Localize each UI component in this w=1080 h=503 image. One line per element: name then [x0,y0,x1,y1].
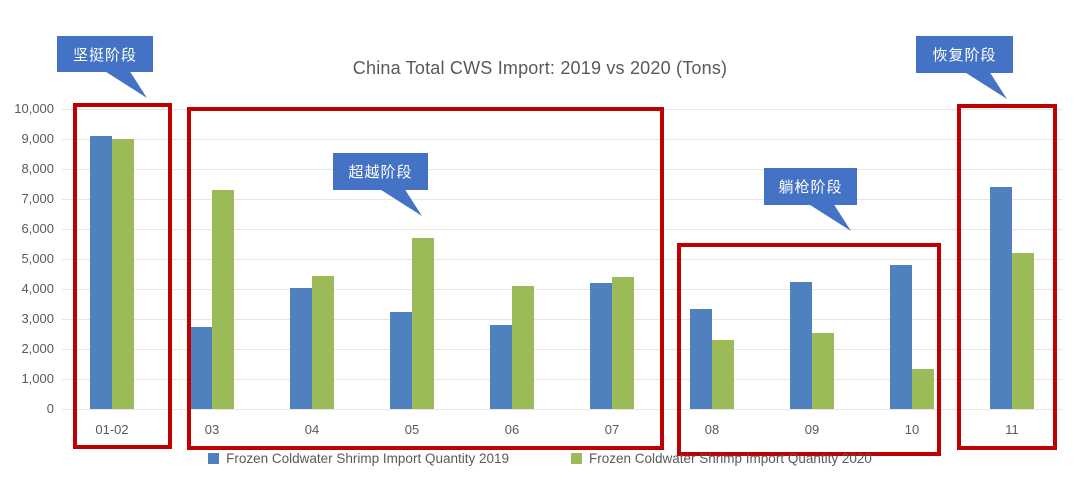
legend-item-2019: Frozen Coldwater Shrimp Import Quantity … [208,451,509,466]
bar-2019-11 [990,187,1012,409]
bar-2020-03 [212,190,234,409]
bar-2020-06 [512,286,534,409]
bar-2019-07 [590,283,612,409]
gridline [62,289,1062,290]
stage-callout-label: 坚挺阶段 [72,46,137,64]
stage-callout-label: 恢复阶段 [932,47,997,64]
stage-callout-3: 躺枪阶段 [764,168,857,231]
stage-box-3 [677,243,941,456]
x-axis-tick-label: 04 [304,422,320,437]
chart-legend: Frozen Coldwater Shrimp Import Quantity … [0,451,1080,466]
legend-item-2020: Frozen Coldwater Shrimp Import Quantity … [571,451,872,466]
bar-2020-05 [412,238,434,409]
x-axis-tick-label: 01-02 [95,422,129,437]
bar-2019-10 [890,265,912,409]
gridline [62,169,1062,170]
bar-2020-07 [612,277,634,409]
bar-2019-03 [190,326,212,409]
y-axis-tick-label: 9,000 [21,131,54,146]
legend-label: Frozen Coldwater Shrimp Import Quantity … [589,451,872,466]
y-axis-tick-label: 5,000 [21,251,54,266]
gridline [62,199,1062,200]
legend-label: Frozen Coldwater Shrimp Import Quantity … [226,451,509,466]
y-axis-tick-label: 6,000 [21,221,54,236]
x-axis-tick-label: 11 [1005,422,1019,437]
y-axis-tick-label: 1,000 [21,371,54,386]
bar-2019-08 [690,308,712,409]
gridline [62,139,1062,140]
y-axis-tick-label: 4,000 [21,281,54,296]
bar-2019-06 [490,325,512,409]
callout-tail-icon [103,70,147,98]
bar-2020-08 [712,340,734,409]
x-axis-tick-label: 09 [804,422,820,437]
stage-callout-4: 恢复阶段 [916,36,1013,99]
legend-swatch-icon [571,453,582,464]
y-axis-tick-label: 10,000 [14,101,54,116]
stage-callout-label: 躺枪阶段 [778,179,843,196]
bar-2020-11 [1012,253,1034,409]
bar-2019-09 [790,281,812,409]
bar-2020-04 [312,275,334,409]
callout-tail-icon [963,71,1007,99]
bar-2019-04 [290,287,312,409]
x-axis-tick-label: 07 [604,422,620,437]
x-axis-tick-label: 03 [204,422,220,437]
y-axis-tick-label: 7,000 [21,191,54,206]
gridline [62,349,1062,350]
x-axis-tick-label: 05 [404,422,420,437]
y-axis-tick-label: 8,000 [21,161,54,176]
gridline [62,409,1062,410]
gridline [62,319,1062,320]
x-axis-tick-label: 10 [904,422,920,437]
callout-tail-icon [807,203,851,231]
stage-callout-1: 坚挺阶段 [57,36,153,98]
stage-box-2 [187,107,664,450]
stage-box-4 [957,104,1057,450]
stage-callout-2: 超越阶段 [333,153,428,216]
y-axis-tick-label: 3,000 [21,311,54,326]
gridline [62,259,1062,260]
gridline [62,229,1062,230]
bar-2020-01-02 [112,139,134,409]
x-axis-tick-label: 08 [704,422,720,437]
stage-callout-label: 超越阶段 [348,164,413,181]
bar-2019-05 [390,311,412,409]
legend-swatch-icon [208,453,220,464]
bar-2020-09 [812,332,834,409]
gridline [62,379,1062,380]
y-axis-tick-label: 0 [46,401,54,416]
callout-tail-icon [378,188,422,216]
stage-box-1 [73,103,172,449]
bar-2020-10 [912,368,934,409]
chart-title: China Total CWS Import: 2019 vs 2020 (To… [352,58,728,78]
x-axis-tick-label: 06 [504,422,520,437]
bar-2019-01-02 [90,136,112,409]
y-axis-tick-label: 2,000 [21,341,54,356]
